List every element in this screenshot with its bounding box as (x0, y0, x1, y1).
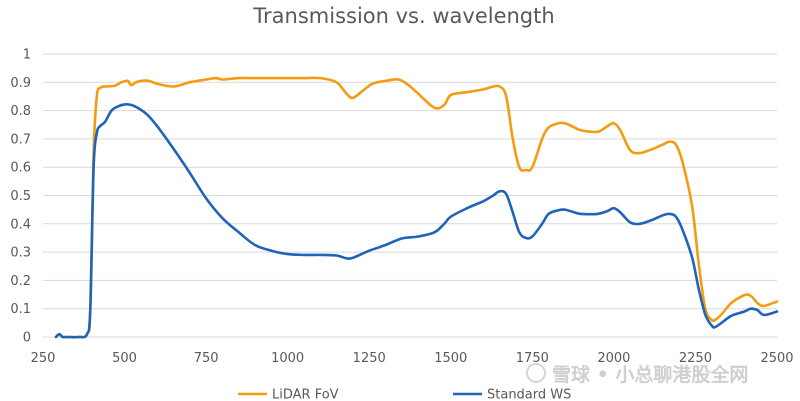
x-tick-label: 2000 (597, 351, 630, 366)
x-axis-ticks: 250 500 750 1000 1250 1500 1750 2000 2250 2500 (31, 351, 794, 366)
series-line-lidar-fov (54, 76, 779, 339)
y-tick-label: 0.8 (10, 104, 31, 119)
y-axis-ticks: 0 0.1 0.2 0.3 0.4 0.5 0.6 0.7 0.8 0.9 1 (10, 48, 31, 346)
y-tick-label: 0.2 (10, 274, 31, 289)
legend: LiDAR FoV Standard WS (238, 388, 571, 401)
x-tick-label: 750 (194, 351, 219, 366)
watermark-text: 雪球 • 小总聊港股全网 (552, 363, 748, 386)
x-tick-label: 250 (31, 351, 56, 366)
legend-label: Standard WS (487, 388, 571, 401)
watermark-logo-icon (526, 363, 546, 383)
x-tick-label: 2250 (679, 351, 712, 366)
x-tick-label: 1000 (271, 351, 304, 366)
x-tick-label: 1750 (516, 351, 549, 366)
x-tick-label: 2500 (760, 351, 793, 366)
watermark: 雪球 • 小总聊港股全网 (526, 363, 748, 386)
chart-title: Transmission vs. wavelength (252, 4, 554, 28)
y-tick-label: 0.1 (10, 302, 31, 317)
x-tick-label: 1250 (353, 351, 386, 366)
y-tick-label: 1 (23, 48, 31, 63)
y-tick-label: 0 (23, 331, 31, 346)
y-tick-label: 0.9 (10, 76, 31, 91)
x-tick-label: 1500 (434, 351, 467, 366)
series-line-standard-ws (54, 102, 779, 339)
series-lines (54, 76, 779, 339)
x-tick-label: 500 (112, 351, 137, 366)
legend-label: LiDAR FoV (272, 388, 339, 401)
y-tick-label: 0.5 (10, 189, 31, 204)
gridlines (43, 53, 777, 338)
y-tick-label: 0.4 (10, 217, 31, 232)
y-tick-label: 0.3 (10, 246, 31, 261)
y-tick-label: 0.6 (10, 161, 31, 176)
y-tick-label: 0.7 (10, 132, 31, 147)
